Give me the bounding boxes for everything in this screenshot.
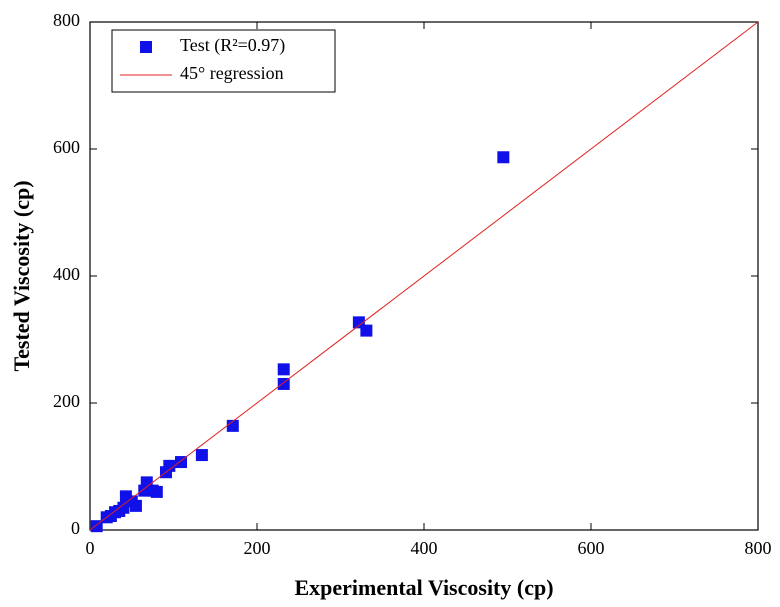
data-point	[277, 363, 290, 376]
y-tick-label: 400	[53, 264, 80, 284]
x-tick-label: 600	[578, 538, 605, 558]
legend-label: Test (R²=0.97)	[180, 35, 285, 56]
x-tick-label: 800	[745, 538, 772, 558]
y-tick-label: 600	[53, 137, 80, 157]
data-point	[138, 484, 151, 497]
data-point	[226, 419, 239, 432]
data-point	[497, 151, 510, 164]
data-point	[195, 449, 208, 462]
y-axis-title: Tested Viscosity (cp)	[9, 180, 34, 371]
x-tick-label: 0	[86, 538, 95, 558]
y-tick-label: 0	[71, 518, 80, 538]
x-axis-title: Experimental Viscosity (cp)	[294, 575, 553, 600]
legend-label: 45° regression	[180, 63, 284, 83]
legend-marker	[140, 41, 152, 53]
data-point	[360, 324, 373, 337]
x-tick-label: 200	[244, 538, 271, 558]
regression-line	[89, 21, 759, 531]
x-tick-label: 400	[411, 538, 438, 558]
legend-box	[111, 29, 336, 93]
data-point	[119, 490, 132, 503]
y-tick-label: 800	[53, 10, 80, 30]
y-tick-label: 200	[53, 391, 80, 411]
legend: Test (R²=0.97) 45° regression	[111, 29, 336, 93]
